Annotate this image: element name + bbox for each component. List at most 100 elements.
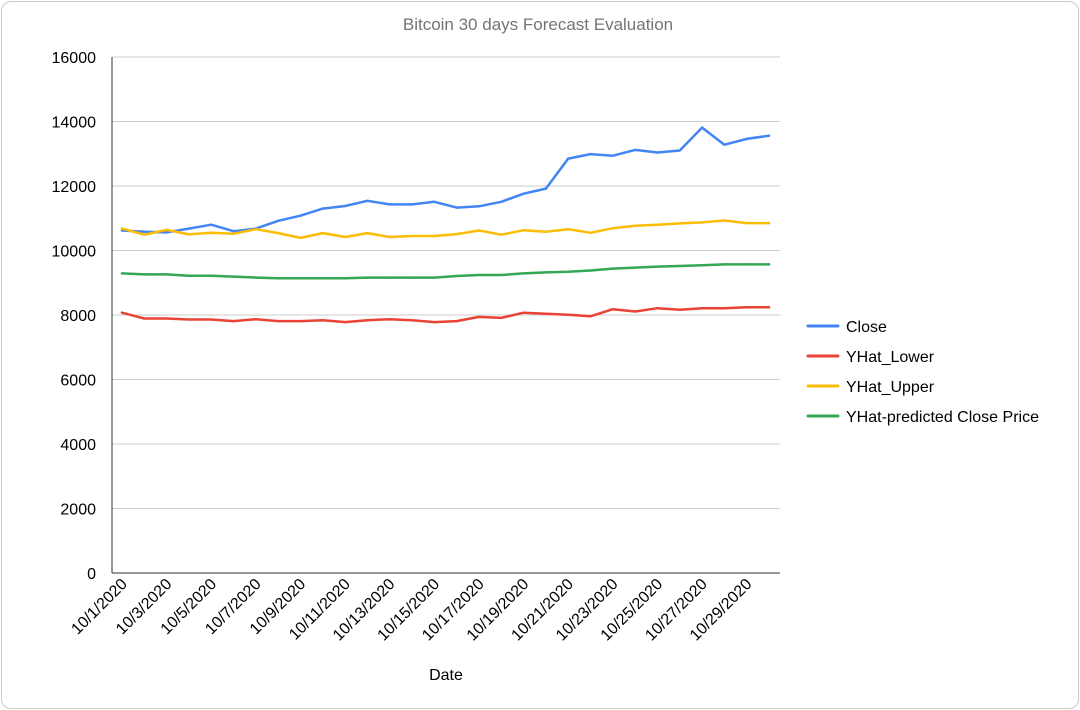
data-point xyxy=(544,230,548,233)
data-point xyxy=(388,276,391,279)
data-point xyxy=(656,307,659,310)
data-point xyxy=(567,228,570,231)
data-point xyxy=(567,270,570,273)
data-point xyxy=(120,227,124,230)
data-point xyxy=(522,272,525,275)
data-point xyxy=(589,315,592,318)
data-point xyxy=(500,316,503,320)
data-point xyxy=(544,271,548,274)
data-point xyxy=(477,205,481,208)
data-point xyxy=(254,276,258,279)
data-point xyxy=(210,318,213,321)
data-point xyxy=(522,192,525,195)
x-axis-ticks: 10/1/202010/3/202010/5/202010/7/202010/9… xyxy=(68,576,755,645)
data-point xyxy=(299,277,302,280)
data-point xyxy=(366,199,369,203)
data-point xyxy=(343,320,347,324)
data-point xyxy=(544,312,548,315)
data-point xyxy=(343,235,347,239)
data-point xyxy=(433,200,436,204)
gridlines xyxy=(111,56,780,574)
data-point xyxy=(276,219,280,223)
data-point xyxy=(433,320,436,324)
data-point xyxy=(410,234,414,238)
data-point xyxy=(321,318,324,322)
data-point xyxy=(232,319,235,323)
data-point xyxy=(477,273,481,277)
data-point xyxy=(276,319,280,323)
data-point xyxy=(321,231,324,235)
data-point xyxy=(433,276,436,279)
data-point xyxy=(633,224,637,227)
data-point xyxy=(678,222,681,225)
data-point xyxy=(522,311,525,314)
data-point xyxy=(678,149,681,152)
data-point xyxy=(567,157,570,160)
data-point xyxy=(455,319,458,323)
series-line-yhat-upper xyxy=(120,219,771,240)
data-point xyxy=(187,233,191,236)
data-point xyxy=(723,219,726,222)
data-point xyxy=(299,214,302,217)
y-tick-label: 16000 xyxy=(52,50,97,67)
data-point xyxy=(700,307,704,310)
data-point xyxy=(723,143,726,146)
data-point xyxy=(500,233,503,236)
data-point xyxy=(500,273,503,277)
data-point xyxy=(455,232,458,236)
data-point xyxy=(232,275,235,278)
data-point xyxy=(745,306,748,309)
data-point xyxy=(700,264,704,267)
data-point xyxy=(388,235,391,239)
data-point xyxy=(567,313,570,316)
data-point xyxy=(321,207,324,210)
data-point xyxy=(187,274,191,277)
data-point xyxy=(656,151,659,154)
data-point xyxy=(633,310,637,313)
data-point xyxy=(388,317,391,321)
data-point xyxy=(589,269,592,272)
legend-label: YHat_Upper xyxy=(846,379,935,396)
data-point xyxy=(254,228,258,231)
data-point xyxy=(254,317,258,321)
data-point xyxy=(366,276,369,279)
data-point xyxy=(165,231,168,234)
data-point xyxy=(611,227,615,230)
y-tick-label: 8000 xyxy=(60,308,96,325)
data-point xyxy=(232,229,235,233)
legend-label: YHat_Lower xyxy=(846,349,935,366)
data-point xyxy=(656,265,659,268)
y-tick-label: 2000 xyxy=(60,502,96,519)
data-point xyxy=(232,232,235,235)
data-point xyxy=(767,221,771,225)
x-axis-title: Date xyxy=(429,667,463,684)
data-point xyxy=(366,318,369,322)
data-point xyxy=(120,272,124,275)
data-point xyxy=(410,276,414,279)
data-point xyxy=(544,187,548,190)
data-point xyxy=(767,263,771,266)
series-lines xyxy=(120,126,771,324)
data-point xyxy=(522,228,525,232)
data-point xyxy=(276,277,280,280)
data-point xyxy=(276,231,280,235)
data-point xyxy=(455,206,458,209)
chart-title: Bitcoin 30 days Forecast Evaluation xyxy=(403,15,673,34)
y-tick-label: 10000 xyxy=(52,244,97,261)
data-point xyxy=(611,154,615,157)
data-point xyxy=(477,315,481,319)
data-point xyxy=(611,267,615,270)
data-point xyxy=(343,204,347,208)
data-point xyxy=(745,221,748,225)
legend-label: Close xyxy=(846,319,887,336)
data-point xyxy=(210,223,213,226)
data-point xyxy=(678,308,681,312)
y-tick-label: 14000 xyxy=(52,115,97,132)
data-point xyxy=(633,148,637,152)
data-point xyxy=(723,307,726,310)
data-point xyxy=(745,263,748,266)
series-line-yhat-predicted-close-price xyxy=(120,263,771,280)
data-point xyxy=(633,266,637,269)
data-point xyxy=(500,200,503,204)
